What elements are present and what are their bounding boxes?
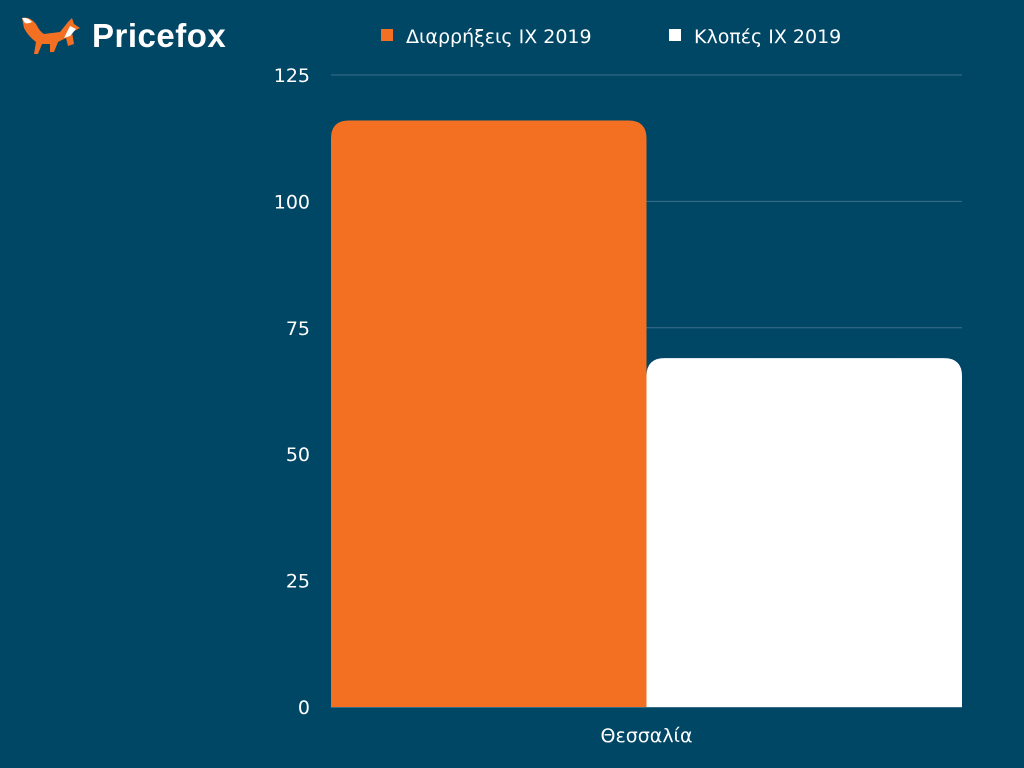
x-tick-label: Θεσσαλία (600, 725, 692, 747)
legend-swatch-2 (669, 29, 681, 41)
legend-label-2: Κλοπές ΙΧ 2019 (694, 26, 841, 48)
y-tick-label: 25 (286, 571, 310, 593)
y-tick-label: 50 (286, 444, 310, 466)
legend: Διαρρήξεις ΙΧ 2019 Κλοπές ΙΧ 2019 (381, 26, 841, 48)
bars (331, 120, 962, 707)
y-tick-label: 0 (298, 697, 310, 719)
legend-label-1: Διαρρήξεις ΙΧ 2019 (406, 26, 592, 48)
fox-icon (22, 17, 80, 55)
legend-swatch-1 (381, 29, 393, 41)
y-tick-label: 75 (286, 318, 310, 340)
y-tick-label: 100 (274, 191, 310, 213)
bar-2 (646, 358, 962, 707)
y-axis-ticks: 0 25 50 75 100 125 (274, 65, 310, 719)
bar-1 (331, 120, 647, 707)
x-axis-ticks: Θεσσαλία (600, 725, 692, 747)
pricefox-logo: Pricefox (20, 14, 226, 58)
brand-name: Pricefox (92, 17, 227, 54)
y-tick-label: 125 (274, 65, 310, 87)
